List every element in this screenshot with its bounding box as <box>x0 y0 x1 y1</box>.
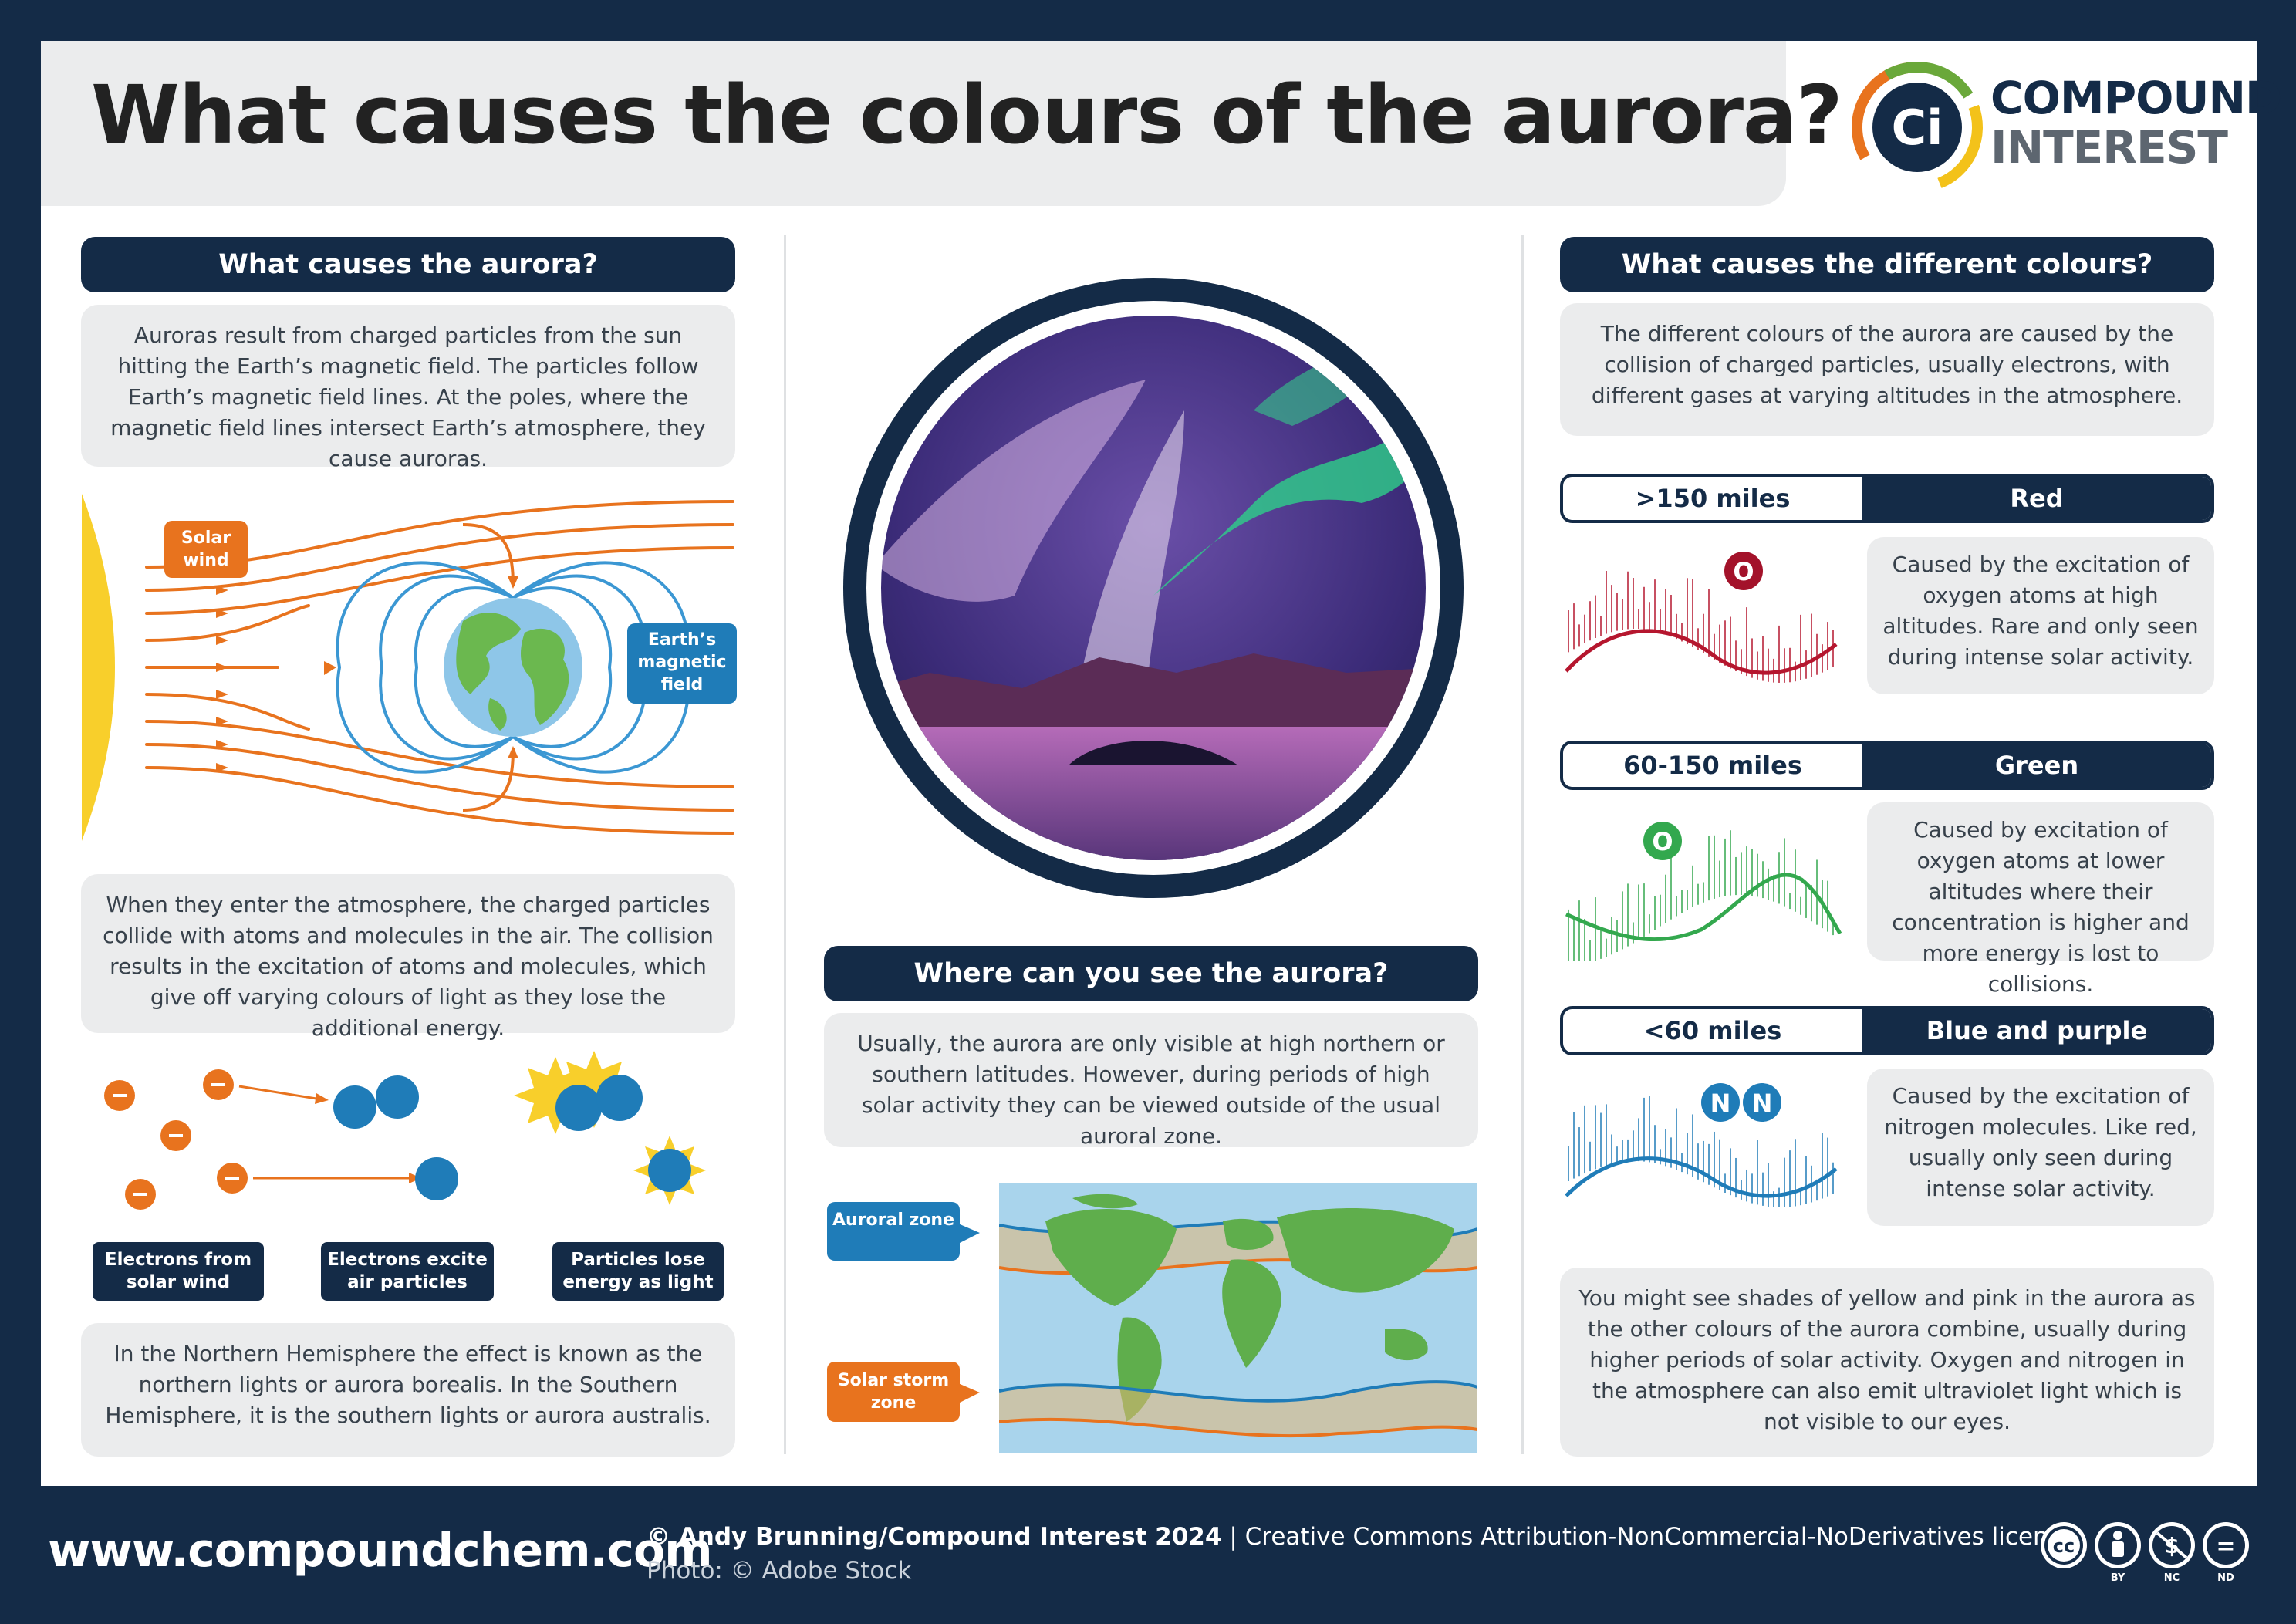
by-mark: BY <box>2111 1572 2125 1584</box>
sun-icon <box>82 494 115 841</box>
step-excite: Electrons excite air particles <box>321 1242 494 1301</box>
oxygen-atom-icon <box>1724 552 1763 590</box>
compound-interest-logo: Ci <box>1852 62 1983 193</box>
band-blue-text: Caused by the excitation of nitrogen mol… <box>1867 1069 2214 1226</box>
red-emission-graphic: O <box>1565 552 1838 683</box>
step-light-label: Particles lose energy as light <box>562 1250 714 1292</box>
step-electrons-label: Electrons from solar wind <box>104 1250 252 1292</box>
step-excite-label: Electrons excite air particles <box>327 1250 488 1292</box>
credit-separator: | <box>1229 1523 1237 1551</box>
oxygen-atom-label: O <box>1733 557 1754 586</box>
oxygen-atom-label: O <box>1652 827 1673 856</box>
logo-line2: INTEREST <box>1990 121 2228 174</box>
by-icon: BY <box>2095 1522 2141 1584</box>
band-green-header: 60-150 miles Green <box>1560 741 2214 790</box>
glowing-particle-icon <box>514 1051 706 1205</box>
cc-mark: cc <box>2053 1535 2075 1557</box>
nc-mark: NC <box>2164 1572 2180 1584</box>
credit-author: © Andy Brunning/Compound Interest 2024 <box>647 1523 1222 1551</box>
colours-intro: The different colours of the aurora are … <box>1560 303 2214 436</box>
nd-glyph: = <box>2216 1533 2235 1560</box>
excitation-diagram <box>104 1051 706 1210</box>
band-blue-colour: Blue and purple <box>1862 1009 2211 1052</box>
band-red-header: >150 miles Red <box>1560 474 2214 523</box>
band-green-altitude: 60-150 miles <box>1623 751 1802 780</box>
title-bar <box>41 41 1786 206</box>
band-green-text: Caused by excitation of oxygen atoms at … <box>1867 802 2214 997</box>
storm-zone-label: Solar storm zone <box>827 1362 960 1422</box>
nitrogen-atom-icon <box>1743 1083 1781 1122</box>
intro-text: Auroras result from charged particles fr… <box>81 305 735 471</box>
green-emission-graphic: O <box>1565 822 1842 961</box>
nitrogen-atom-icon <box>1701 1083 1740 1122</box>
auroral-pointer <box>958 1224 980 1244</box>
column-divider <box>1521 235 1524 1454</box>
nitrogen-atom-label: N <box>1752 1089 1773 1118</box>
logo-line1: COMPOUND <box>1990 72 2282 124</box>
blue-emission-graphic: N N <box>1565 1083 1838 1207</box>
storm-pointer <box>958 1383 980 1403</box>
nd-mark: ND <box>2217 1572 2234 1584</box>
credit-licence[interactable]: Creative Commons Attribution-NonCommerci… <box>1244 1523 2084 1551</box>
step-electrons: Electrons from solar wind <box>93 1242 264 1301</box>
band-green-colour: Green <box>1862 744 2211 787</box>
logo-wordmark: COMPOUND INTEREST <box>1990 72 2282 174</box>
logo-mark: Ci <box>1892 100 1943 156</box>
band-blue-altitude: <60 miles <box>1643 1016 1782 1045</box>
collision-text: When they enter the atmosphere, the char… <box>81 874 735 1041</box>
air-particle-icon <box>333 1075 458 1200</box>
section-header-colours: What causes the different colours? <box>1560 237 2214 292</box>
oxygen-atom-icon <box>1643 822 1682 860</box>
nd-icon: = ND <box>2203 1522 2249 1584</box>
nc-icon: $ NC <box>2149 1522 2195 1584</box>
section-header-causes: What causes the aurora? <box>81 237 735 292</box>
section-header-where: Where can you see the aurora? <box>824 946 1478 1001</box>
band-red-text: Caused by the excitation of oxygen atoms… <box>1867 537 2214 694</box>
band-red-altitude: >150 miles <box>1635 484 1791 513</box>
where-text: Usually, the aurora are only visible at … <box>824 1013 1478 1149</box>
nitrogen-atom-label: N <box>1710 1089 1731 1118</box>
band-red-colour: Red <box>1862 477 2211 520</box>
world-map <box>999 1183 1477 1453</box>
cc-licence-badges: cc BY $ NC = ND <box>2041 1522 2249 1584</box>
column-divider <box>784 235 786 1454</box>
band-blue-header: <60 miles Blue and purple <box>1560 1006 2214 1055</box>
colours-outro: You might see shades of yellow and pink … <box>1560 1268 2214 1457</box>
footer-url[interactable]: www.compoundchem.com <box>48 1524 713 1578</box>
earth-icon <box>444 598 582 737</box>
aurora-photo <box>843 278 1464 898</box>
electron-icon <box>104 1069 248 1210</box>
hemisphere-text: In the Northern Hemisphere the effect is… <box>81 1323 735 1457</box>
step-light: Particles lose energy as light <box>552 1242 724 1301</box>
continents <box>1045 1194 1454 1422</box>
solar-wind-label: Solar wind <box>164 521 248 578</box>
credit-photo: Photo: © Adobe Stock <box>647 1557 912 1585</box>
cc-icon: cc <box>2041 1522 2087 1568</box>
magnetic-field-label: Earth’s magnetic field <box>627 623 737 704</box>
auroral-zone-label: Auroral zone <box>827 1202 960 1261</box>
footer-credit: © Andy Brunning/Compound Interest 2024 |… <box>647 1520 2084 1588</box>
page-title: What causes the colours of the aurora? <box>91 68 1843 162</box>
